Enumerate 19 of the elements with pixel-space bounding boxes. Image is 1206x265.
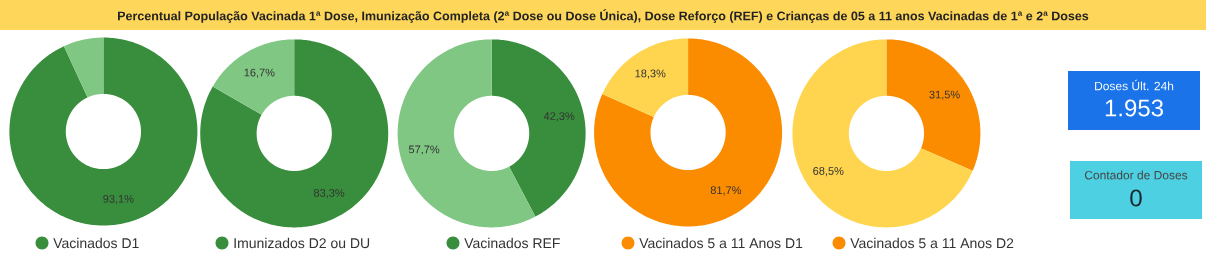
data-label: 68,5% [813, 167, 844, 177]
data-label: 93,1% [103, 194, 134, 204]
legend-label: Vacinados 5 a 11 Anos D1 [639, 237, 803, 249]
text: Doses Últ. 24h [1095, 79, 1174, 91]
data-label: 18,3% [635, 69, 666, 79]
data-label: 57,7% [408, 145, 440, 155]
data-label: 42,3% [543, 112, 575, 122]
legend-label: Vacinados D1 [53, 237, 139, 249]
legend-label: Imunizados D2 ou DU [234, 237, 370, 249]
data-label: 31,5% [929, 90, 960, 100]
text: 1.953 [1105, 99, 1163, 117]
legend-label: Vacinados 5 a 11 Anos D2 [850, 237, 1014, 249]
text: 0 [1130, 189, 1142, 207]
data-label: 81,7% [710, 186, 742, 196]
legend-label: Vacinados REF [464, 237, 560, 249]
text: Contador de Doses [1084, 170, 1188, 180]
data-label: 83,3% [313, 189, 345, 199]
data-label: 16,7% [244, 68, 275, 78]
text: Percentual População Vacinada 1ª Dose, Imunização Completa (2ª Dose ou Dose Única), Dose Reforço (REF) e Crianças de 05 a 11 anos Vacinadas de 1ª e 2ª Doses [118, 9, 1089, 23]
